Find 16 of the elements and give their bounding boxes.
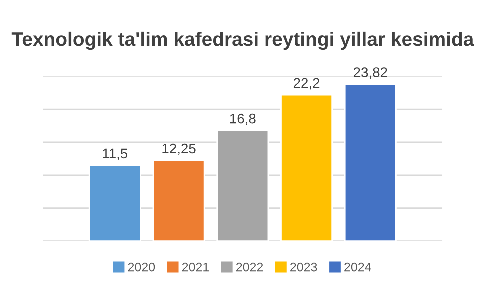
data-label: 12,25 (162, 144, 196, 156)
bar (280, 94, 334, 242)
legend-label: 2020 (128, 262, 156, 272)
data-label: 22,2 (294, 78, 320, 90)
bar (216, 130, 270, 242)
bar (152, 160, 206, 242)
chart-title: Texnologik ta'lim kafedrasi reytingi yillar kesimida (12, 32, 474, 50)
bar (344, 84, 397, 242)
data-label: 16,8 (230, 114, 256, 126)
legend-label: 2022 (236, 262, 264, 272)
legend-label: 2024 (344, 262, 372, 272)
data-label: 23,82 (354, 68, 388, 80)
legend-label: 2021 (182, 262, 210, 272)
bar (88, 164, 142, 242)
legend-label: 2023 (290, 262, 318, 272)
data-label: 11,5 (103, 148, 128, 160)
